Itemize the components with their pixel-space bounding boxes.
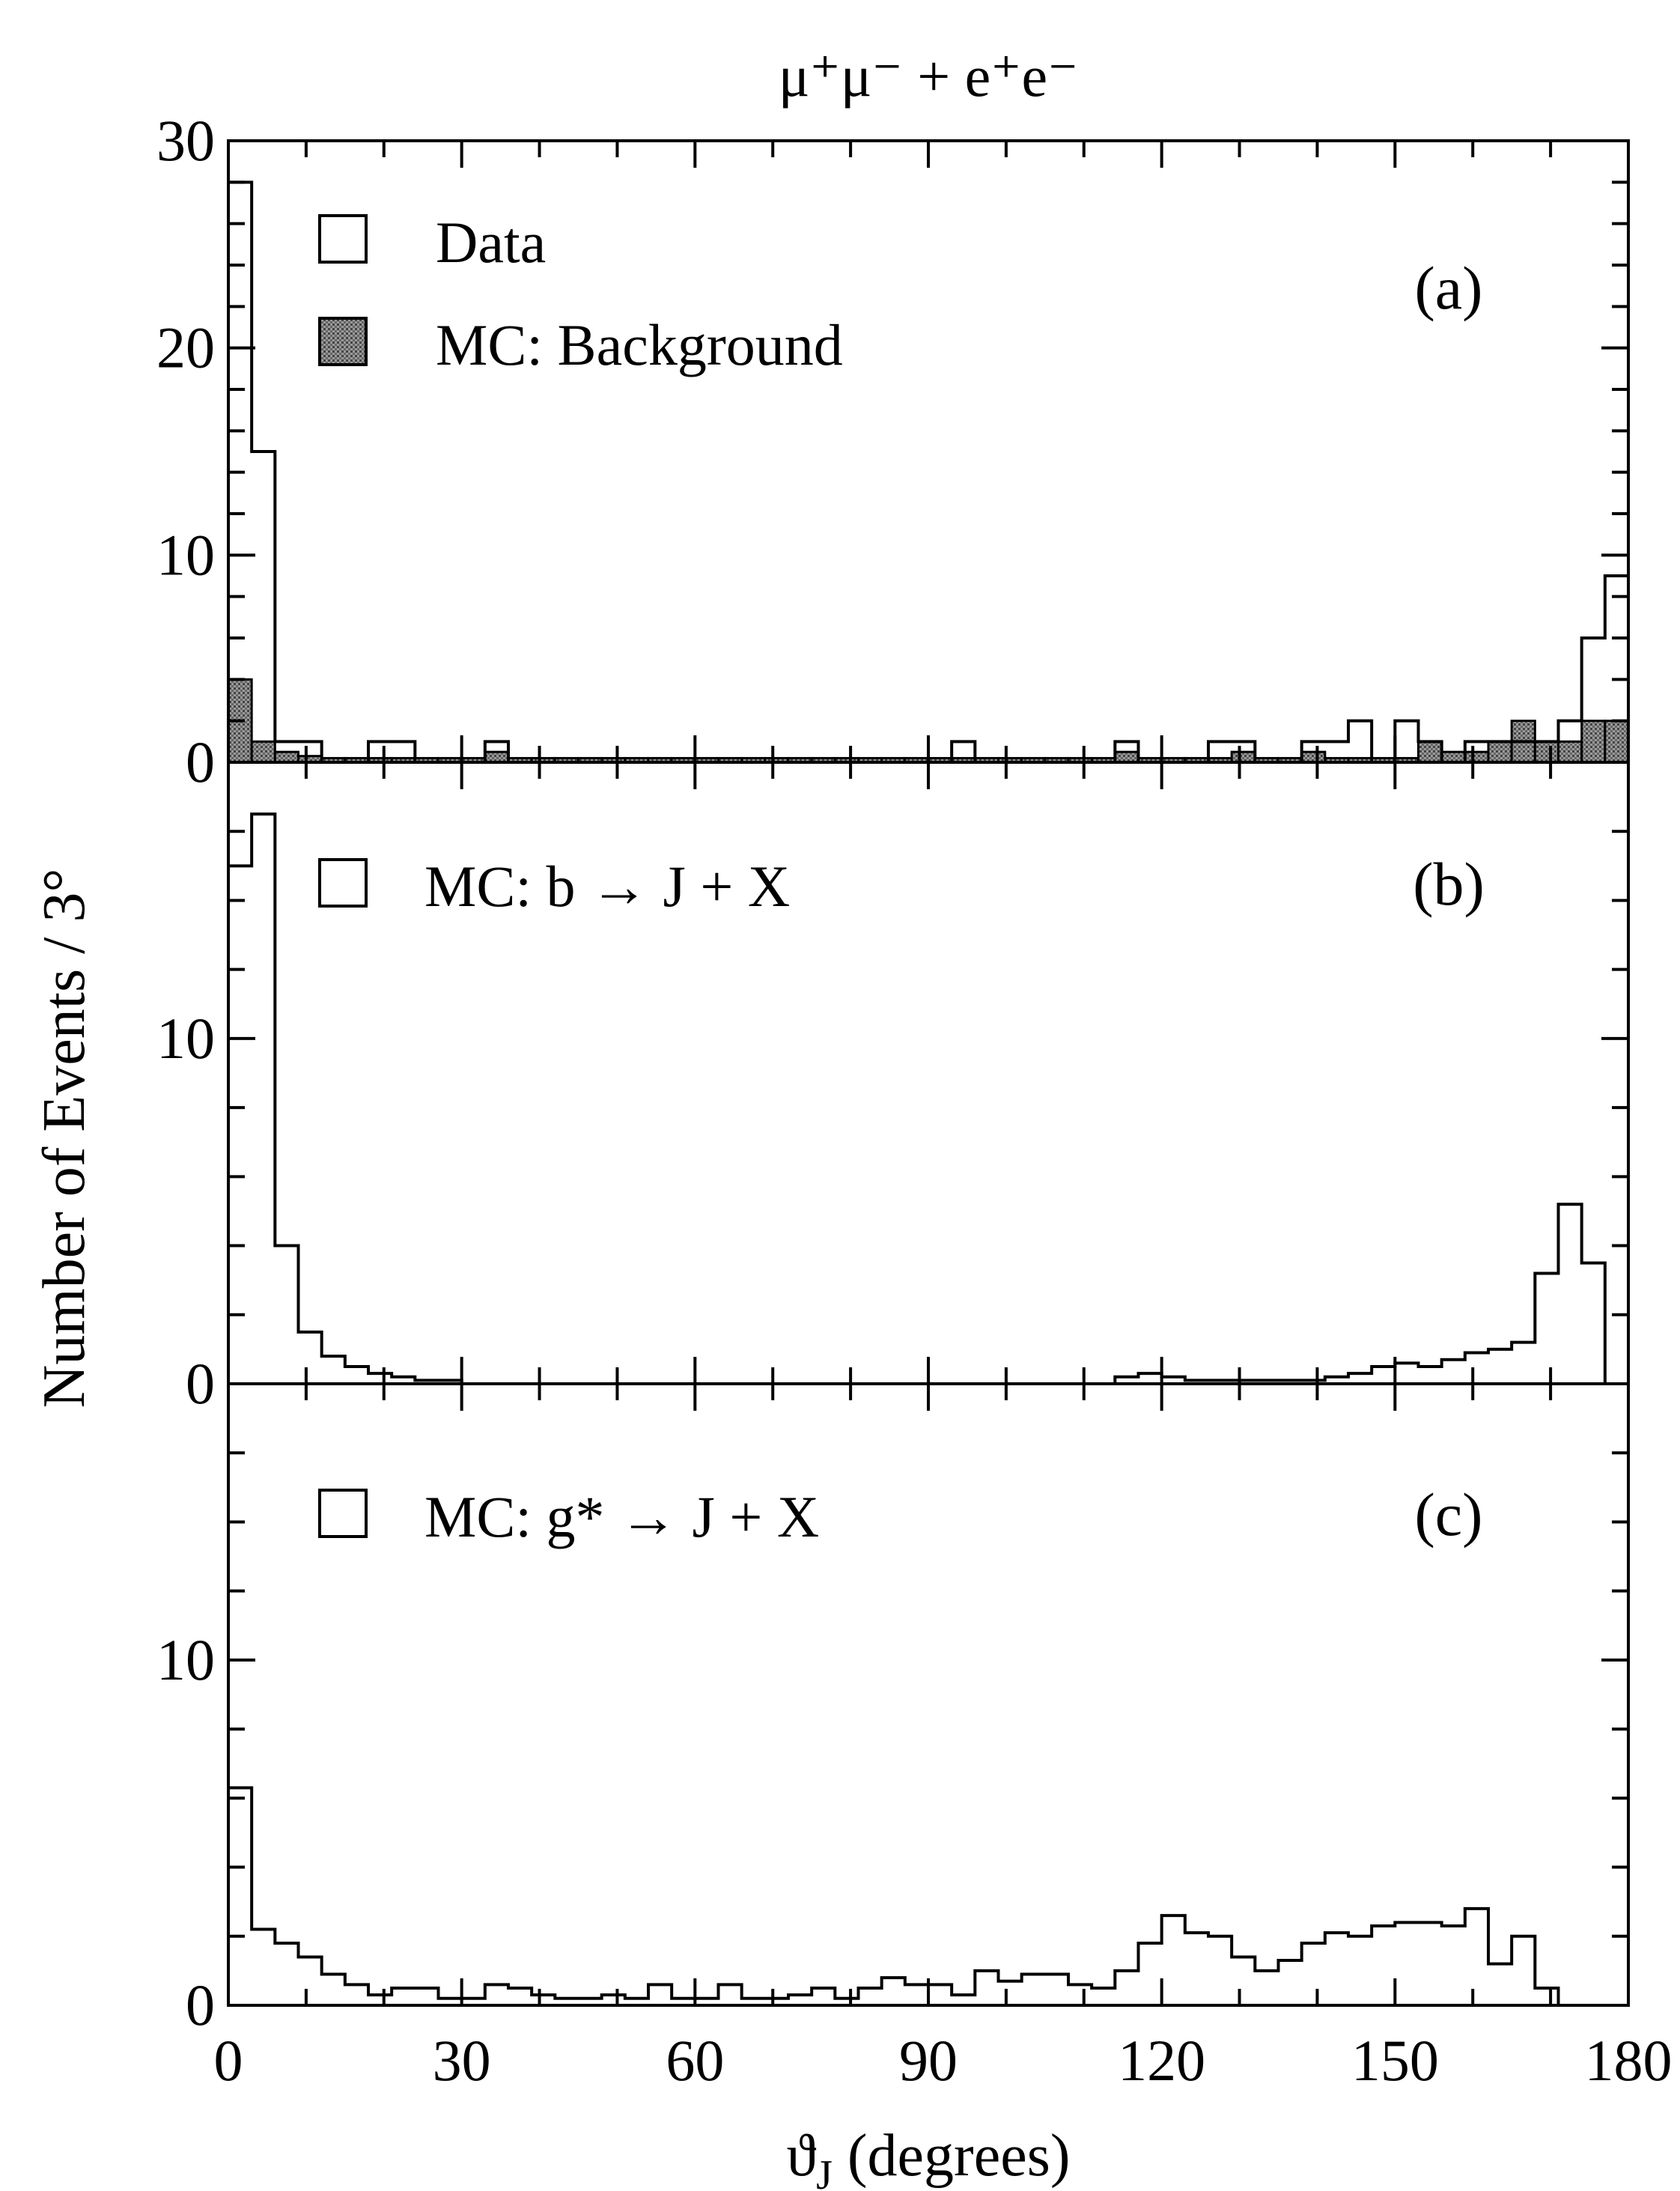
background-bar [250, 740, 276, 764]
panel-c: 0 10 0 30 60 90 120 150 180 (c) MC: g* → J + X [156, 1382, 1673, 2093]
legend-b-box-icon [318, 858, 368, 908]
background-bar [1533, 740, 1559, 764]
x-tick-label: 90 [899, 2028, 958, 2093]
y-tick-label: 10 [156, 522, 215, 587]
legend-data-label: Data [436, 210, 546, 275]
panel-b-label: (b) [1413, 850, 1485, 918]
background-bar [1580, 720, 1607, 764]
background-bar [1300, 750, 1327, 764]
background-bar [1113, 750, 1140, 764]
y-tick-label: 0 [186, 1351, 215, 1416]
panel-c-label: (c) [1414, 1480, 1482, 1549]
chart-title: μ⁺μ⁻ + e⁺e⁻ [779, 43, 1079, 109]
y-tick-label: 30 [156, 108, 215, 173]
panel-a-label: (a) [1414, 254, 1482, 322]
panel-b: 0 10 (b) MC: b → J + X [156, 761, 1630, 1416]
y-tick-label: 10 [156, 1627, 215, 1692]
legend-background-shaded-icon [318, 317, 368, 366]
y-axis-title: Number of Events / 3° [31, 869, 97, 1408]
background-bar [1417, 740, 1443, 764]
background-bar [484, 750, 510, 764]
background-bar [1557, 740, 1583, 764]
background-bar [1440, 750, 1467, 764]
y-tick-label: 0 [186, 729, 215, 794]
legend-c-label: MC: g* → J + X [424, 1484, 819, 1549]
panel-c-frame [227, 1382, 1630, 2007]
x-tick-label: 0 [214, 2028, 243, 2093]
legend-c-box-icon [318, 1489, 368, 1538]
background-bar [1487, 740, 1513, 764]
x-tick-label: 120 [1118, 2028, 1205, 2093]
x-axis-title: ϑJ (degrees) [787, 2123, 1071, 2191]
x-tick-label: 60 [666, 2028, 724, 2093]
legend-data-box-icon [318, 214, 368, 264]
x-tick-label: 30 [433, 2028, 491, 2093]
panel-a: 0 10 20 30 (a) Data MC: Background [156, 108, 1630, 794]
x-tick-label: 180 [1585, 2028, 1673, 2093]
background-bar [1230, 750, 1256, 764]
legend-b-label: MC: b → J + X [424, 854, 790, 919]
y-tick-label: 10 [156, 1006, 215, 1071]
histogram-series-2 [227, 1786, 1628, 2007]
y-tick-label: 20 [156, 315, 215, 380]
y-tick-label: 0 [186, 1972, 215, 2037]
background-bar [1604, 720, 1630, 764]
x-tick-label: 150 [1351, 2028, 1439, 2093]
background-bar [1464, 750, 1490, 764]
background-bar [273, 750, 300, 764]
legend-background-label: MC: Background [436, 312, 843, 377]
